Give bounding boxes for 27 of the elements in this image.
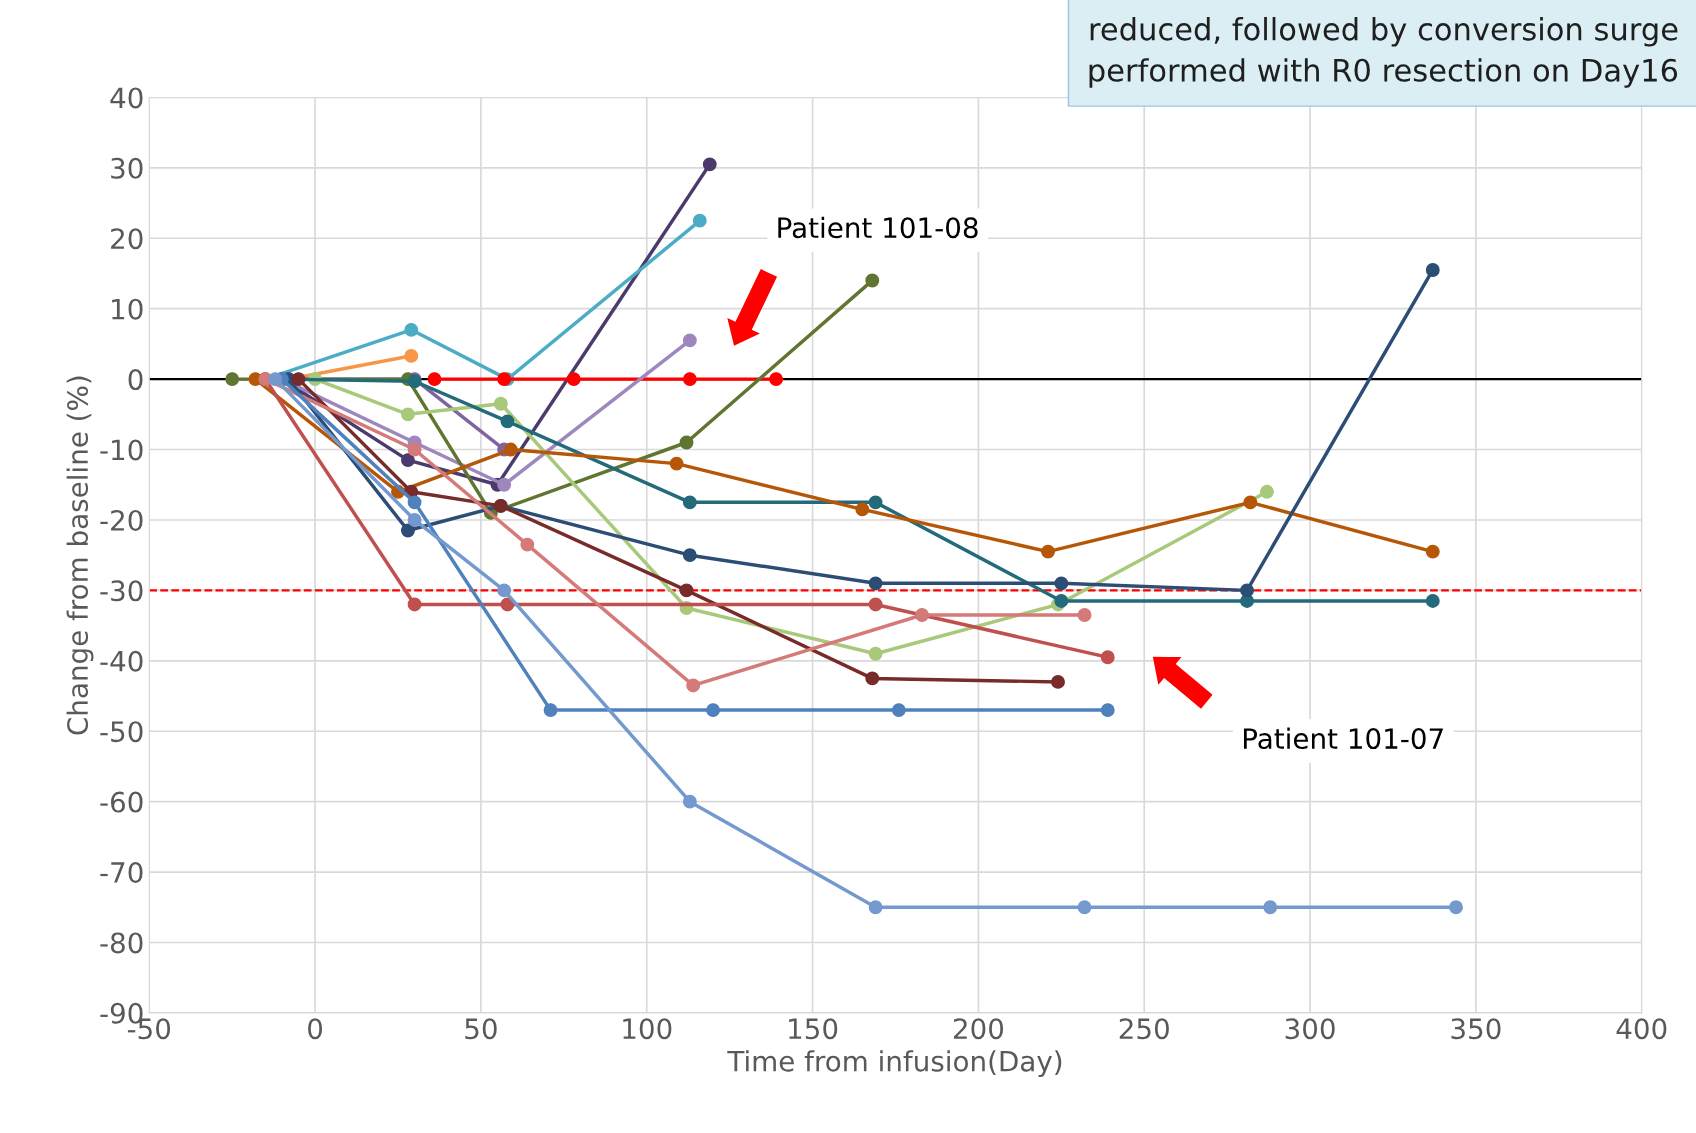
y-tick-label: 0 <box>128 369 143 391</box>
y-tick-label: -20 <box>100 509 143 531</box>
annotation: Patient 101-08 <box>778 216 978 239</box>
text: reduced, followed by conversion surge performed with R0 resection on Day16 <box>1089 17 1678 88</box>
y-tick-label: -70 <box>100 862 143 884</box>
x-tick-label: 250 <box>1119 1018 1169 1040</box>
annotation: Patient 101-07 <box>1243 727 1443 750</box>
x-axis-title: Time from infusion(Day) <box>727 1050 1062 1078</box>
x-tick-label: 0 <box>308 1018 323 1040</box>
y-tick-label: -50 <box>100 721 143 743</box>
y-tick-label: 20 <box>111 228 143 250</box>
y-tick-label: 10 <box>112 298 143 320</box>
y-tick-label: -60 <box>100 791 143 813</box>
x-tick-label: 400 <box>1616 1018 1667 1040</box>
x-tick-label: 100 <box>623 1018 672 1040</box>
y-tick-label: 30 <box>111 157 143 179</box>
x-tick-label: 350 <box>1451 1018 1501 1040</box>
y-tick-label: -40 <box>100 650 143 672</box>
x-tick-label: 300 <box>1285 1018 1335 1040</box>
x-tick-label: 50 <box>465 1018 497 1040</box>
y-tick-label: -10 <box>100 439 143 461</box>
y-tick-label: -80 <box>100 932 143 954</box>
y-axis-title: Change from baseline (%) <box>66 376 94 735</box>
y-tick-label: -30 <box>100 580 143 602</box>
y-tick-label: 40 <box>110 87 143 109</box>
x-tick-label: 150 <box>789 1018 838 1040</box>
x-tick-label: 200 <box>953 1018 1004 1040</box>
